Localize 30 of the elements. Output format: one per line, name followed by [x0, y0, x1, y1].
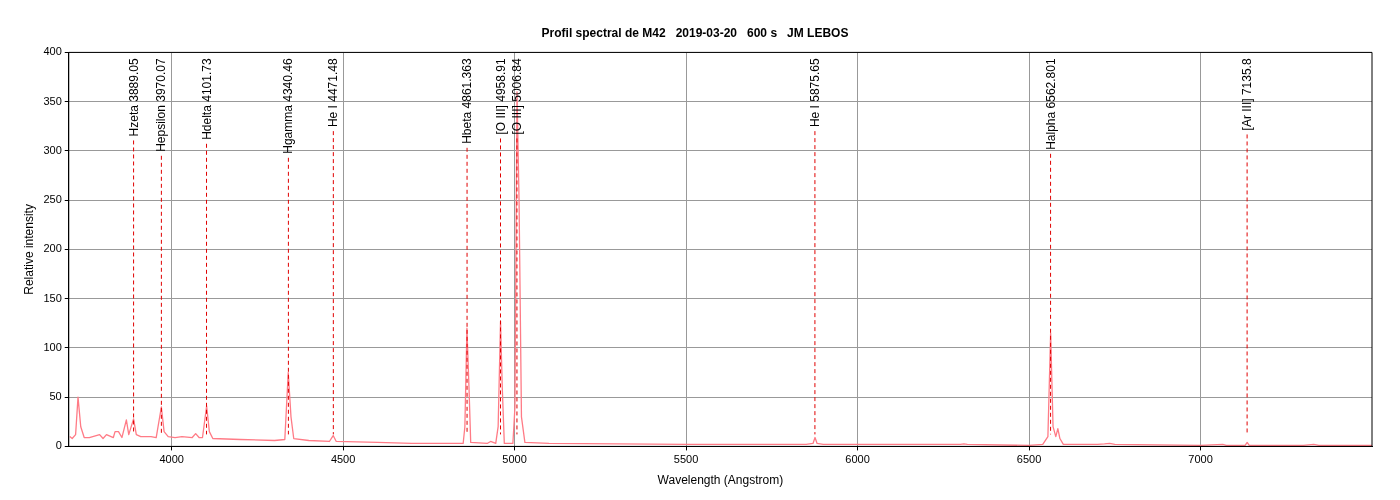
ref-line-label: Hbeta 4861.363: [460, 58, 475, 144]
y-axis-title: Relative intensity: [21, 204, 36, 295]
x-tick-label: 5500: [673, 453, 699, 466]
x-tick-label: 4500: [330, 453, 356, 466]
y-tick-label: 300: [43, 143, 62, 156]
ref-line-label: He I 4471.48: [326, 58, 341, 128]
y-tick-label: 250: [43, 193, 62, 206]
ref-line-label: Hdelta 4101.73: [199, 58, 214, 140]
y-tick-label: 50: [49, 390, 62, 403]
y-tick-label: 350: [43, 94, 62, 107]
ref-line-label: Hzeta 3889.05: [126, 58, 141, 137]
y-tick-label: 150: [43, 291, 62, 304]
x-tick-label: 4000: [159, 453, 184, 466]
x-tick-label: 6500: [1016, 453, 1042, 466]
ref-line-label: Hgamma 4340.46: [281, 58, 296, 154]
x-tick-label: 6000: [845, 453, 870, 466]
x-axis-title: Wavelength (Angstrom): [657, 473, 784, 488]
ref-line-label: Hepsilon 3970.07: [154, 58, 169, 152]
x-tick-label: 7000: [1188, 453, 1213, 466]
ref-line-label: [Ar III] 7135.8: [1240, 58, 1255, 131]
y-tick-label: 400: [43, 45, 62, 58]
ref-line-label: [O III] 5006.84: [509, 58, 524, 135]
ref-line-label: [O III] 4958.91: [493, 58, 508, 135]
y-tick-label: 100: [43, 340, 62, 353]
y-tick-label: 200: [43, 242, 62, 255]
ref-line-label: He I 5875.65: [807, 58, 822, 128]
ref-line-label: Halpha 6562.801: [1043, 58, 1058, 150]
chart-title: Profil spectral de M42 2019-03-20 600 s JM LEBOS: [541, 25, 849, 40]
y-tick-label: 0: [55, 439, 62, 452]
x-tick-label: 5000: [502, 453, 527, 466]
